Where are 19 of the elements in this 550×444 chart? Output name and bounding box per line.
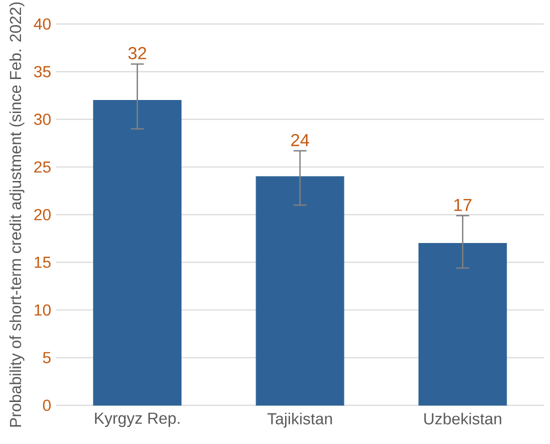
data-label: 17 bbox=[454, 198, 472, 211]
y-tick-label: 40 bbox=[34, 18, 51, 30]
y-tick-label: 25 bbox=[34, 161, 51, 173]
y-tick-label: 30 bbox=[34, 114, 51, 125]
data-label: 24 bbox=[291, 134, 310, 146]
x-tick-label: Uzbekistan bbox=[424, 412, 502, 424]
bar bbox=[256, 176, 344, 406]
x-tick-label: Tajikistan bbox=[267, 412, 332, 428]
y-tick-label: 15 bbox=[34, 256, 51, 268]
y-axis-title: Probability of short-term credit adjustment (since Feb. 2022) bbox=[9, 2, 24, 427]
y-tick-label: 35 bbox=[34, 66, 51, 78]
bar bbox=[418, 242, 507, 406]
y-tick-label: 10 bbox=[34, 304, 51, 316]
y-tick-label: 20 bbox=[34, 209, 51, 220]
y-tick-label: 5 bbox=[43, 352, 51, 364]
data-label: 32 bbox=[128, 47, 146, 60]
x-tick-label: Kyrgyz Rep. bbox=[95, 412, 180, 428]
y-tick-label: 0 bbox=[43, 400, 51, 411]
bar bbox=[93, 100, 182, 406]
